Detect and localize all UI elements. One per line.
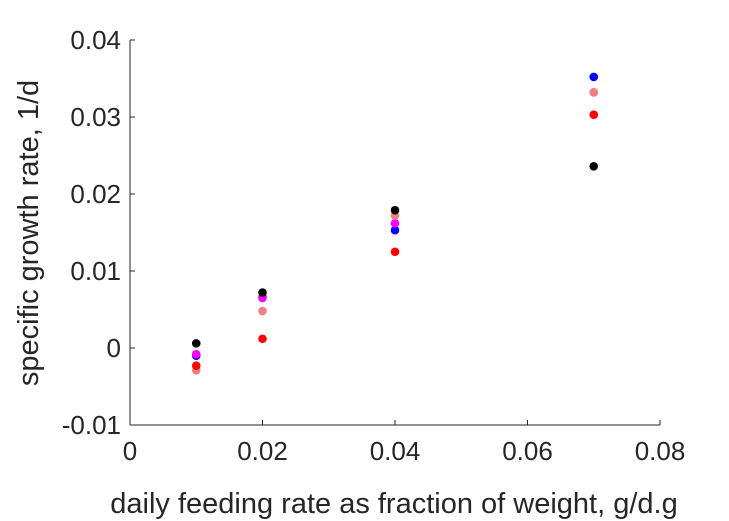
data-point <box>191 339 201 348</box>
data-point <box>258 306 267 316</box>
data-point <box>589 161 599 171</box>
x-tick-label: 0.04 <box>370 436 421 466</box>
y-tick-label: 0.01 <box>70 256 121 286</box>
data-point <box>258 334 267 344</box>
data-point <box>390 247 400 257</box>
x-tick-label: 0.06 <box>502 436 553 466</box>
y-tick-label: 0.02 <box>70 179 121 209</box>
data-point <box>589 88 599 97</box>
data-points <box>191 72 599 375</box>
data-point <box>191 349 201 359</box>
data-point <box>589 110 599 119</box>
x-tick-label: 0.08 <box>635 436 686 466</box>
data-point <box>390 225 400 235</box>
x-axis-label: daily feeding rate as fraction of weight… <box>110 488 677 520</box>
data-point <box>589 72 599 82</box>
data-point <box>258 288 267 297</box>
data-point <box>390 205 400 215</box>
y-tick-label: -0.01 <box>62 410 121 440</box>
y-tick-label: 0.04 <box>70 25 121 55</box>
x-tick-label: 0.02 <box>237 436 288 466</box>
y-tick-label: 0.03 <box>70 102 121 132</box>
x-tick-label: 0 <box>123 436 137 466</box>
y-tick-label: 0 <box>107 333 121 363</box>
y-axis-label: specific growth rate, 1/d <box>13 80 45 386</box>
data-point <box>390 218 400 228</box>
data-point <box>191 361 201 371</box>
